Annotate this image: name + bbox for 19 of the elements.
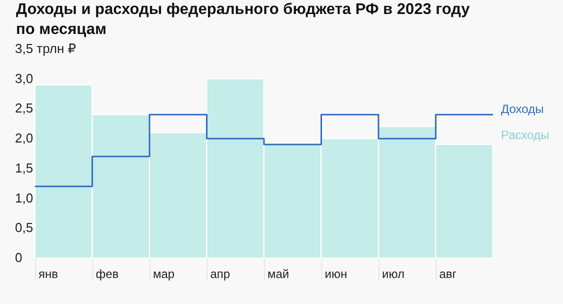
x-tick-label: фев — [96, 267, 119, 281]
x-tick-label: июл — [382, 267, 404, 281]
x-tick-label: июн — [324, 267, 348, 281]
y-tick-label: 0 — [15, 250, 22, 265]
y-tick-label: 3,0 — [15, 70, 34, 86]
x-tick-label: янв — [38, 267, 58, 281]
y-tick-label: 2,0 — [15, 130, 34, 146]
y-tick-label: 1,0 — [15, 190, 34, 206]
x-tick-label: авг — [439, 267, 458, 281]
x-tick-label: мар — [153, 267, 175, 281]
y-tick-label: 0,5 — [15, 220, 34, 236]
series-label: Доходы — [501, 102, 545, 116]
series-label: Расходы — [501, 128, 550, 142]
x-tick-label: апр — [210, 267, 230, 281]
y-tick-label: 1,5 — [15, 160, 34, 176]
y-tick-label: 3,5 трлн ₽ — [15, 41, 76, 56]
chart-title: Доходы и расходы федерального бюджета РФ в 2023 году по месяцам — [16, 0, 471, 40]
y-tick-label: 2,5 — [15, 100, 34, 116]
x-tick-label: май — [268, 267, 290, 281]
